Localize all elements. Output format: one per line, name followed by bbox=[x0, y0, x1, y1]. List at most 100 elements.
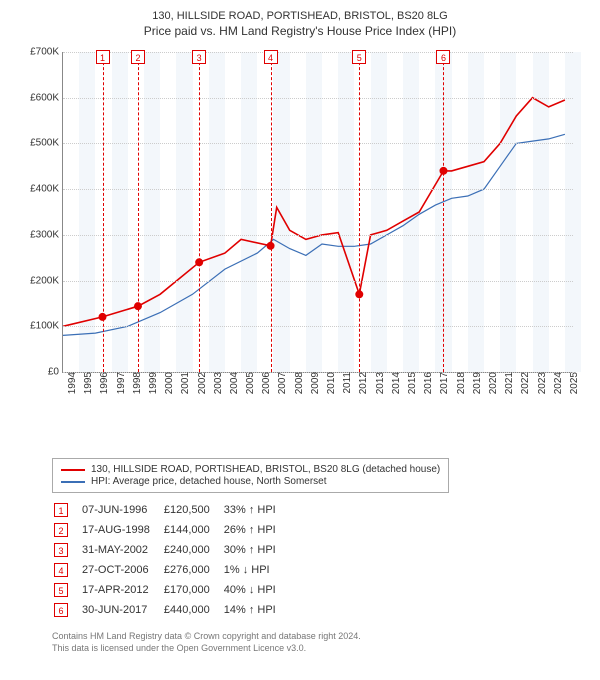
x-tick-label: 2025 bbox=[565, 372, 580, 394]
sale-badge-icon: 3 bbox=[54, 543, 68, 557]
x-tick-label: 2020 bbox=[484, 372, 499, 394]
x-tick-label: 2023 bbox=[533, 372, 548, 394]
sales-table: 1 07-JUN-1996£120,50033% ↑ HPI 2 17-AUG-199… bbox=[52, 499, 290, 621]
sale-marker-badge: 6 bbox=[436, 50, 450, 64]
gridline bbox=[63, 281, 573, 282]
x-tick-label: 2017 bbox=[435, 372, 450, 394]
x-tick-label: 2009 bbox=[306, 372, 321, 394]
legend-swatch-property bbox=[61, 469, 85, 471]
sale-marker-line bbox=[138, 52, 139, 372]
x-tick-label: 2022 bbox=[516, 372, 531, 394]
gridline bbox=[63, 189, 573, 190]
x-tick-label: 1994 bbox=[63, 372, 78, 394]
x-tick-label: 2002 bbox=[193, 372, 208, 394]
legend-label-property: 130, HILLSIDE ROAD, PORTISHEAD, BRISTOL,… bbox=[91, 464, 440, 475]
chart-title: 130, HILLSIDE ROAD, PORTISHEAD, BRISTOL,… bbox=[10, 10, 590, 38]
x-tick-label: 2001 bbox=[176, 372, 191, 394]
sale-marker-line bbox=[271, 52, 272, 372]
legend-label-hpi: HPI: Average price, detached house, Nort… bbox=[91, 476, 327, 487]
x-tick-label: 2008 bbox=[290, 372, 305, 394]
x-tick-label: 2015 bbox=[403, 372, 418, 394]
sale-badge-cell: 6 bbox=[54, 601, 80, 619]
sale-date: 17-AUG-1998 bbox=[82, 521, 162, 539]
legend: 130, HILLSIDE ROAD, PORTISHEAD, BRISTOL,… bbox=[52, 458, 449, 493]
x-tick-label: 1995 bbox=[79, 372, 94, 394]
table-row: 3 31-MAY-2002£240,00030% ↑ HPI bbox=[54, 541, 288, 559]
sale-badge-cell: 1 bbox=[54, 501, 80, 519]
sale-price: £440,000 bbox=[164, 601, 222, 619]
x-tick-label: 2024 bbox=[549, 372, 564, 394]
sale-price: £240,000 bbox=[164, 541, 222, 559]
y-tick-label: £0 bbox=[48, 367, 63, 378]
sale-marker-badge: 5 bbox=[352, 50, 366, 64]
y-tick-label: £300K bbox=[30, 229, 63, 240]
x-tick-label: 1998 bbox=[128, 372, 143, 394]
gridline bbox=[63, 326, 573, 327]
x-tick-label: 2000 bbox=[160, 372, 175, 394]
sale-marker-line bbox=[103, 52, 104, 372]
table-row: 4 27-OCT-2006£276,0001% ↓ HPI bbox=[54, 561, 288, 579]
x-tick-label: 2003 bbox=[209, 372, 224, 394]
y-tick-label: £200K bbox=[30, 275, 63, 286]
sale-pct: 1% ↓ HPI bbox=[224, 561, 288, 579]
sale-marker-badge: 3 bbox=[192, 50, 206, 64]
sale-badge-icon: 4 bbox=[54, 563, 68, 577]
sale-pct: 40% ↓ HPI bbox=[224, 581, 288, 599]
footer-line2: This data is licensed under the Open Gov… bbox=[52, 643, 590, 655]
chart-svg bbox=[63, 52, 573, 372]
sale-date: 27-OCT-2006 bbox=[82, 561, 162, 579]
gridline bbox=[63, 143, 573, 144]
x-tick-label: 2006 bbox=[257, 372, 272, 394]
sale-badge-icon: 1 bbox=[54, 503, 68, 517]
x-tick-label: 2007 bbox=[273, 372, 288, 394]
sale-marker-badge: 4 bbox=[264, 50, 278, 64]
table-row: 5 17-APR-2012£170,00040% ↓ HPI bbox=[54, 581, 288, 599]
footer: Contains HM Land Registry data © Crown c… bbox=[52, 631, 590, 654]
gridline bbox=[63, 98, 573, 99]
sale-badge-cell: 4 bbox=[54, 561, 80, 579]
sale-date: 31-MAY-2002 bbox=[82, 541, 162, 559]
x-tick-label: 2021 bbox=[500, 372, 515, 394]
sale-badge-icon: 5 bbox=[54, 583, 68, 597]
x-tick-label: 1996 bbox=[95, 372, 110, 394]
sale-date: 07-JUN-1996 bbox=[82, 501, 162, 519]
x-tick-label: 2014 bbox=[387, 372, 402, 394]
sale-price: £120,500 bbox=[164, 501, 222, 519]
plot-area: £0£100K£200K£300K£400K£500K£600K£700K199… bbox=[62, 52, 573, 373]
chart-container: £0£100K£200K£300K£400K£500K£600K£700K199… bbox=[20, 46, 580, 416]
sale-pct: 14% ↑ HPI bbox=[224, 601, 288, 619]
x-tick-label: 2012 bbox=[354, 372, 369, 394]
sale-pct: 30% ↑ HPI bbox=[224, 541, 288, 559]
sale-badge-cell: 2 bbox=[54, 521, 80, 539]
sale-pct: 33% ↑ HPI bbox=[224, 501, 288, 519]
sale-marker-line bbox=[199, 52, 200, 372]
sale-price: £144,000 bbox=[164, 521, 222, 539]
sale-badge-cell: 5 bbox=[54, 581, 80, 599]
sale-pct: 26% ↑ HPI bbox=[224, 521, 288, 539]
sale-date: 17-APR-2012 bbox=[82, 581, 162, 599]
x-tick-label: 2004 bbox=[225, 372, 240, 394]
y-tick-label: £100K bbox=[30, 321, 63, 332]
y-tick-label: £500K bbox=[30, 138, 63, 149]
title-line1: 130, HILLSIDE ROAD, PORTISHEAD, BRISTOL,… bbox=[10, 10, 590, 22]
x-tick-label: 2013 bbox=[371, 372, 386, 394]
x-tick-label: 2005 bbox=[241, 372, 256, 394]
sale-badge-icon: 6 bbox=[54, 603, 68, 617]
sale-marker-line bbox=[359, 52, 360, 372]
x-tick-label: 2018 bbox=[452, 372, 467, 394]
x-tick-label: 1997 bbox=[112, 372, 127, 394]
table-row: 2 17-AUG-1998£144,00026% ↑ HPI bbox=[54, 521, 288, 539]
sale-price: £170,000 bbox=[164, 581, 222, 599]
sale-marker-badge: 1 bbox=[96, 50, 110, 64]
y-tick-label: £600K bbox=[30, 92, 63, 103]
x-tick-label: 2019 bbox=[468, 372, 483, 394]
table-row: 1 07-JUN-1996£120,50033% ↑ HPI bbox=[54, 501, 288, 519]
sale-marker-badge: 2 bbox=[131, 50, 145, 64]
legend-row-hpi: HPI: Average price, detached house, Nort… bbox=[61, 476, 440, 487]
gridline bbox=[63, 235, 573, 236]
y-tick-label: £700K bbox=[30, 47, 63, 58]
legend-swatch-hpi bbox=[61, 481, 85, 483]
sale-price: £276,000 bbox=[164, 561, 222, 579]
footer-line1: Contains HM Land Registry data © Crown c… bbox=[52, 631, 590, 643]
sale-badge-icon: 2 bbox=[54, 523, 68, 537]
